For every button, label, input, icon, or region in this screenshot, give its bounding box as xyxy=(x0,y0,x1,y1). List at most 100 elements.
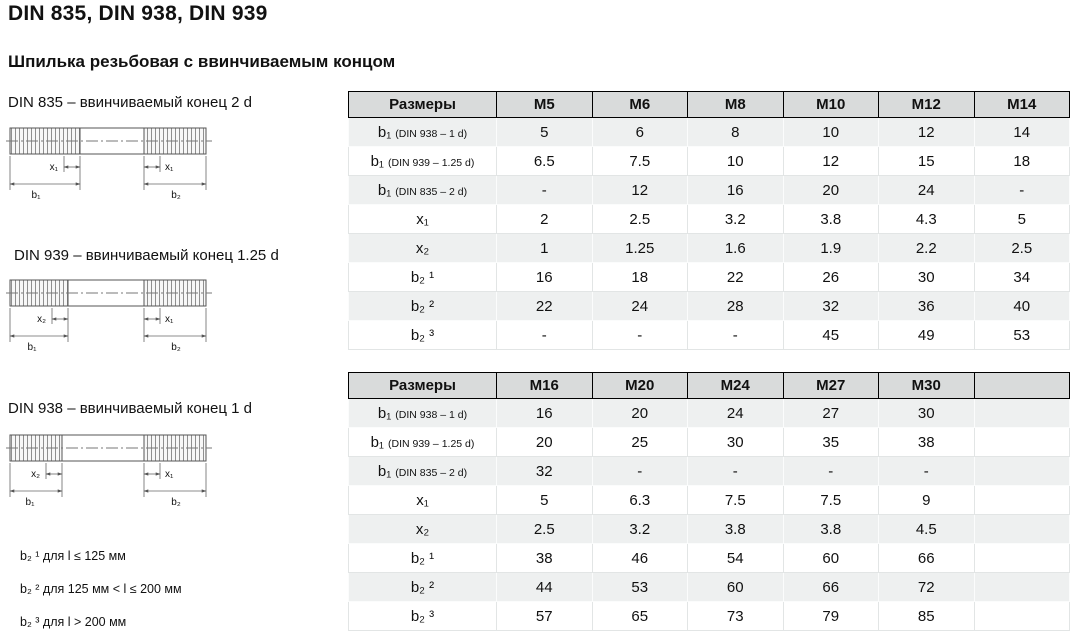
row-label-symbol: x₁ xyxy=(416,491,429,509)
table-header-row: Размеры M5 M6 M8 M10 M12 M14 xyxy=(348,91,1070,118)
spec-tables: Размеры M5 M6 M8 M10 M12 M14 b₁ (DIN 938 – 1 d)… xyxy=(348,91,1070,631)
value-cell: 2.5 xyxy=(496,514,593,544)
row-label: b₂ ³ xyxy=(348,601,497,631)
table-row: b₁ (DIN 835 – 2 d) -12 16 20 24- xyxy=(348,175,1070,205)
row-label-note: (DIN 939 – 1.25 d) xyxy=(388,156,475,169)
value-cell: 10 xyxy=(687,146,784,176)
thread-size-header: M12 xyxy=(878,91,975,118)
row-label: b₂ ² xyxy=(348,291,497,321)
value-cell: 22 xyxy=(687,262,784,292)
sizes-column-header: Размеры xyxy=(348,372,497,399)
value-cell: 1 xyxy=(496,233,593,263)
dim-label-x-right: x₁ xyxy=(165,314,174,325)
diagram-label-din835: DIN 835 – ввинчиваемый конец 2 d xyxy=(8,94,252,111)
table-row: b₁ (DIN 938 – 1 d) 5 6 8 10 12 14 xyxy=(348,117,1070,147)
table-row: b₂ ² 44 53 60 66 72 xyxy=(348,572,1070,602)
row-label-symbol: b₁ xyxy=(377,404,392,422)
dim-label-b2: b₂ xyxy=(171,497,181,508)
dim-label-b2: b₂ xyxy=(171,342,181,353)
value-cell: 2 xyxy=(496,204,593,234)
dim-label-x-right: x₁ xyxy=(165,469,174,480)
table-row: x₁ 2 2.5 3.2 3.8 4.3 5 xyxy=(348,204,1070,234)
value-cell: 30 xyxy=(878,398,975,428)
value-cell xyxy=(973,485,1070,515)
value-cell: 6.5 xyxy=(496,146,593,176)
value-cell: 5 xyxy=(496,485,593,515)
row-label: b₂ ¹ xyxy=(348,543,497,573)
value-cell: 2.5 xyxy=(591,204,688,234)
value-cell: - xyxy=(591,320,688,350)
row-label: b₁ (DIN 835 – 2 d) xyxy=(348,175,497,205)
row-label: b₂ ² xyxy=(348,572,497,602)
value-cell: 2.5 xyxy=(973,233,1070,263)
stud-drawing-din835: x₁ x₁ b₁ b₂ xyxy=(6,127,212,201)
value-cell: 46 xyxy=(591,543,688,573)
value-cell: 60 xyxy=(687,572,784,602)
thread-size-header: M10 xyxy=(782,91,879,118)
row-label: b₁ (DIN 939 – 1.25 d) xyxy=(348,427,497,457)
table-row: b₂ ² 22 24 28 32 36 40 xyxy=(348,291,1070,321)
thread-size-header: M30 xyxy=(878,372,975,399)
value-cell: - xyxy=(591,456,688,486)
value-cell: - xyxy=(687,456,784,486)
row-label: x₂ xyxy=(348,233,497,263)
value-cell: 7.5 xyxy=(591,146,688,176)
table-row: x₁ 5 6.3 7.5 7.5 9 xyxy=(348,485,1070,515)
row-label: x₁ xyxy=(348,485,497,515)
value-cell: - xyxy=(687,320,784,350)
dim-label-x-left: x₂ xyxy=(37,314,46,325)
page-title: DIN 835, DIN 938, DIN 939 xyxy=(8,2,268,25)
value-cell: 66 xyxy=(782,572,879,602)
value-cell: 1.9 xyxy=(782,233,879,263)
footnote-b2-1: b₂ ¹ для l ≤ 125 мм xyxy=(20,549,126,563)
value-cell: 4.5 xyxy=(878,514,975,544)
value-cell: 54 xyxy=(687,543,784,573)
row-label: b₁ (DIN 938 – 1 d) xyxy=(348,117,497,147)
footnotes: b₂ ¹ для l ≤ 125 мм b₂ ² для 125 мм < l … xyxy=(20,548,182,643)
value-cell: 20 xyxy=(591,398,688,428)
value-cell: - xyxy=(496,320,593,350)
value-cell xyxy=(973,456,1070,486)
table-row: b₂ ¹ 38 46 54 60 66 xyxy=(348,543,1070,573)
row-label-symbol: b₁ xyxy=(377,462,392,480)
row-label: x₂ xyxy=(348,514,497,544)
value-cell xyxy=(973,427,1070,457)
dim-label-b1: b₁ xyxy=(26,497,36,508)
row-label-symbol: b₂ ² xyxy=(410,578,435,596)
value-cell: 6.3 xyxy=(591,485,688,515)
value-cell: 2.2 xyxy=(878,233,975,263)
value-cell: 45 xyxy=(782,320,879,350)
row-label-symbol: x₂ xyxy=(415,239,430,257)
dim-label-b1: b₁ xyxy=(32,190,42,201)
value-cell: 65 xyxy=(591,601,688,631)
value-cell: 27 xyxy=(782,398,879,428)
value-cell: 6 xyxy=(591,117,688,147)
thread-size-header: M16 xyxy=(496,372,593,399)
value-cell: 44 xyxy=(496,572,593,602)
thread-size-header: M6 xyxy=(591,91,688,118)
page-subtitle: Шпилька резьбовая с ввинчиваемым концом xyxy=(8,52,396,71)
thread-size-header: M14 xyxy=(973,91,1070,118)
value-cell: 3.8 xyxy=(782,204,879,234)
table-row: b₂ ³ - - -45 49 53 xyxy=(348,320,1070,350)
value-cell: - xyxy=(878,456,975,486)
row-label: b₂ ¹ xyxy=(348,262,497,292)
dim-label-x-left: x₁ xyxy=(50,162,59,173)
row-label-note: (DIN 938 – 1 d) xyxy=(395,408,468,421)
value-cell: 22 xyxy=(496,291,593,321)
value-cell: 53 xyxy=(973,320,1070,350)
value-cell xyxy=(973,514,1070,544)
value-cell: 5 xyxy=(973,204,1070,234)
value-cell: 3.8 xyxy=(782,514,879,544)
value-cell: 16 xyxy=(687,175,784,205)
value-cell: 14 xyxy=(973,117,1070,147)
value-cell: 30 xyxy=(687,427,784,457)
value-cell: 4.3 xyxy=(878,204,975,234)
value-cell: 60 xyxy=(782,543,879,573)
value-cell: 26 xyxy=(782,262,879,292)
value-cell: 32 xyxy=(782,291,879,321)
value-cell: 53 xyxy=(591,572,688,602)
value-cell: 49 xyxy=(878,320,975,350)
value-cell: 5 xyxy=(496,117,593,147)
row-label-note: (DIN 835 – 2 d) xyxy=(395,466,468,479)
